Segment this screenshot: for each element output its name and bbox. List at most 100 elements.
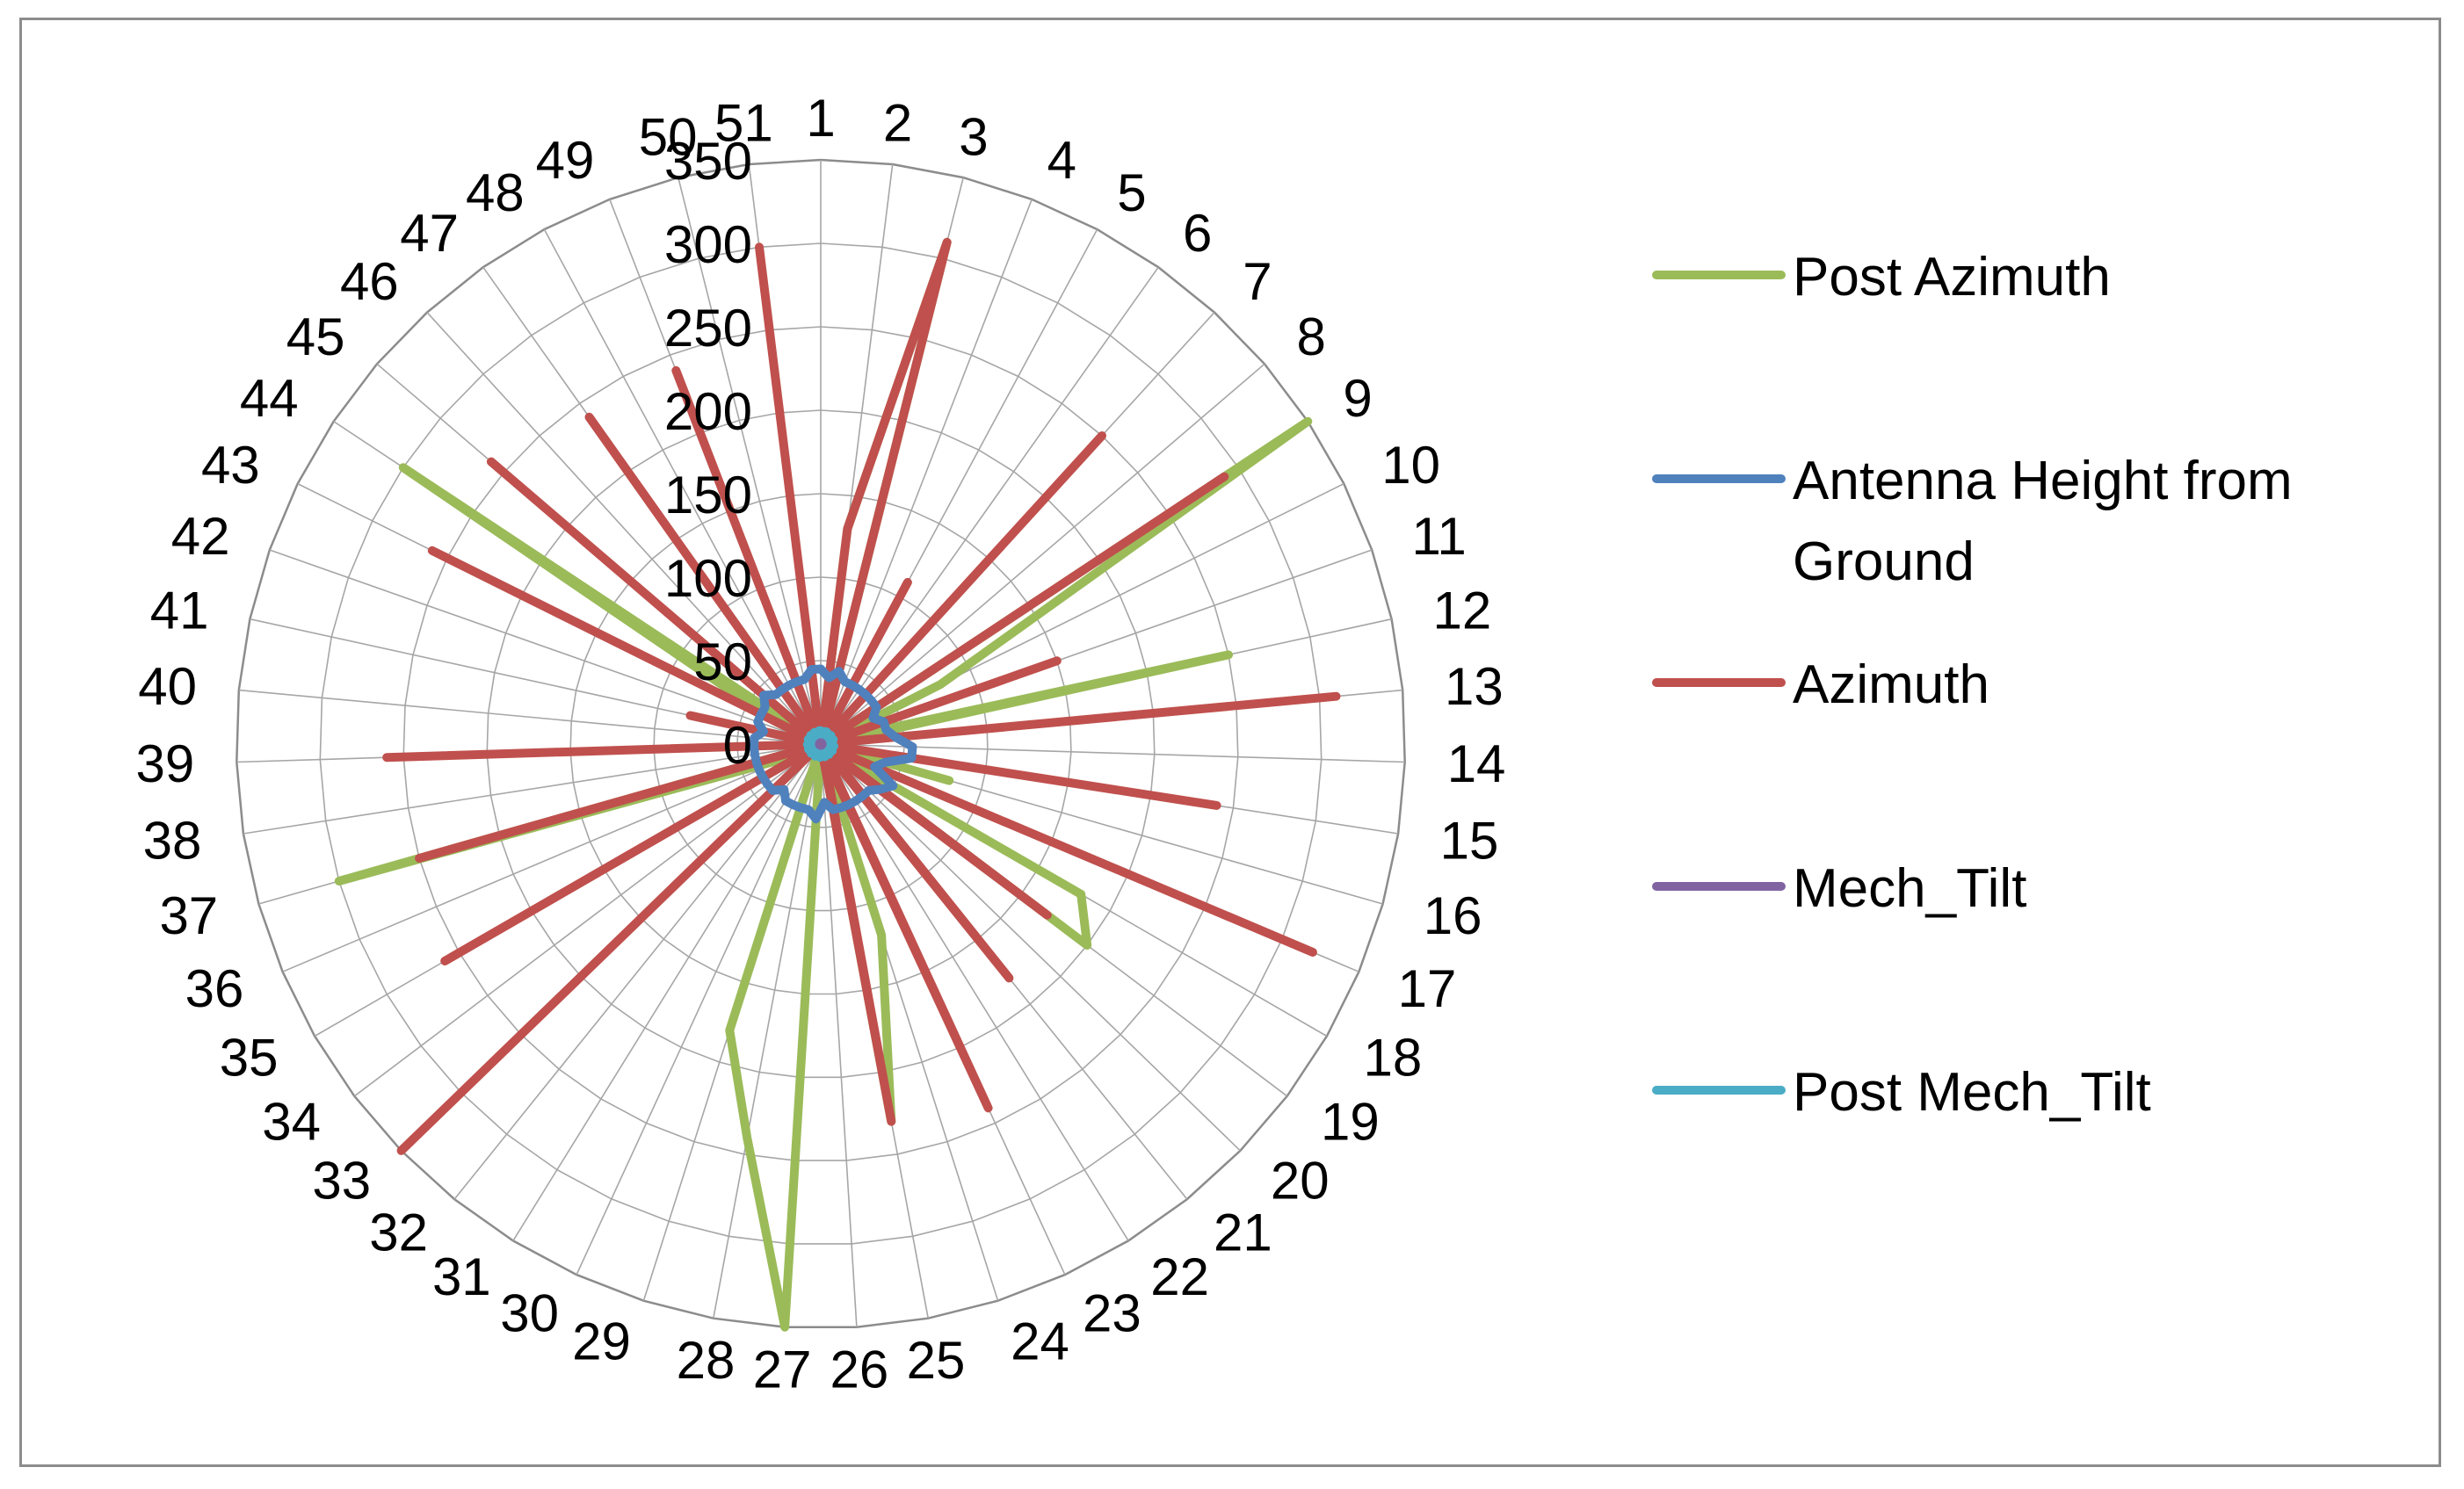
category-label: 24 (1011, 1312, 1069, 1370)
grid-spoke (353, 743, 822, 1097)
category-label: 45 (286, 307, 345, 366)
grid-spoke (576, 743, 822, 1276)
category-label: 51 (714, 93, 773, 152)
category-label: 6 (1183, 204, 1212, 263)
legend-label: Mech_Tilt (1793, 858, 2027, 919)
category-label: 40 (138, 657, 197, 716)
category-label: 18 (1364, 1029, 1423, 1088)
legend-item-antenna-height[interactable]: Antenna Height from Ground (1652, 441, 2390, 603)
legend-item-azimuth[interactable]: Azimuth (1652, 645, 2390, 726)
grid-ring (486, 409, 1156, 1079)
grid-spoke (238, 689, 822, 745)
category-label: 2 (883, 93, 912, 152)
category-label: 49 (536, 131, 595, 190)
category-label: 17 (1398, 959, 1457, 1018)
category-label: 26 (830, 1341, 889, 1399)
category-label: 27 (753, 1341, 812, 1399)
grid-spoke (820, 363, 1265, 745)
grid-spoke (243, 743, 822, 835)
category-label: 9 (1343, 369, 1372, 428)
grid-spoke (820, 199, 1033, 745)
category-label: 20 (1271, 1151, 1330, 1210)
category-label: 16 (1424, 886, 1482, 945)
radial-tick-label: 150 (664, 466, 752, 524)
category-label: 44 (240, 369, 299, 428)
category-label: 34 (262, 1093, 321, 1152)
category-label: 28 (677, 1331, 736, 1390)
category-label: 47 (400, 204, 459, 263)
category-label: 42 (171, 507, 230, 566)
category-label: 21 (1214, 1203, 1272, 1262)
radial-tick-label: 0 (723, 716, 752, 775)
legend-item-post-azimuth[interactable]: Post Azimuth (1652, 237, 2390, 318)
grid-spoke (820, 743, 1405, 763)
category-label: 13 (1445, 657, 1504, 716)
category-label: 3 (959, 108, 988, 167)
category-label: 37 (159, 886, 218, 945)
grid-spoke (820, 266, 1159, 745)
grid-spoke (512, 743, 822, 1241)
legend-label: Antenna Height from Ground (1793, 451, 2293, 592)
category-label: 39 (136, 734, 195, 793)
category-label: 50 (639, 108, 698, 167)
radial-tick-label: 350 (664, 132, 752, 191)
radial-tick-label: 200 (664, 382, 752, 441)
radial-tick-label: 50 (693, 632, 752, 691)
category-label: 1 (806, 89, 835, 148)
grid-spoke (453, 743, 822, 1200)
grid-spoke (426, 312, 822, 745)
legend-label: Azimuth (1793, 654, 1989, 715)
legend-item-mech-tilt[interactable]: Mech_Tilt (1652, 849, 2390, 929)
radial-tick-labels: 0 50 100 150 200 250 300 350 (664, 132, 752, 775)
category-label: 32 (369, 1203, 428, 1262)
category-label: 41 (150, 582, 209, 640)
grid-spoke (820, 743, 1129, 1241)
radial-tick-label: 250 (664, 299, 752, 358)
grid-spoke (820, 743, 1241, 1152)
radial-tick-label: 300 (664, 215, 752, 274)
legend-label: Post Mech_Tilt (1793, 1062, 2151, 1123)
category-label: 29 (572, 1312, 631, 1370)
category-label: 5 (1117, 163, 1146, 222)
series-line-post-mech-tilt (802, 726, 838, 763)
category-label: 23 (1083, 1284, 1141, 1343)
grid-ring (653, 576, 989, 912)
legend-label: Post Azimuth (1793, 247, 2111, 307)
category-label: 15 (1440, 811, 1499, 870)
category-label: 10 (1381, 436, 1440, 495)
grid-ring (236, 158, 1406, 1328)
chart-frame (19, 18, 2441, 1467)
category-label: 8 (1297, 307, 1326, 366)
category-label: 7 (1243, 252, 1272, 311)
category-label: 12 (1433, 582, 1492, 640)
category-label: 35 (220, 1029, 279, 1088)
category-label: 46 (340, 252, 399, 311)
legend-swatch (1652, 474, 1786, 483)
category-label: 38 (143, 811, 202, 870)
category-label: 43 (201, 436, 260, 495)
category-label: 30 (500, 1284, 559, 1343)
category-label: 33 (312, 1151, 371, 1210)
category-label: 11 (1412, 507, 1467, 566)
series-line-antenna-height-from-ground (750, 664, 917, 824)
category-label: 14 (1447, 734, 1506, 793)
grid-spoke (282, 743, 822, 972)
category-label: 25 (907, 1331, 966, 1390)
legend-swatch (1652, 882, 1786, 891)
legend-item-post-mech-tilt[interactable]: Post Mech_Tilt (1652, 1052, 2390, 1133)
grid-spoke (678, 177, 822, 745)
category-label: 36 (185, 959, 244, 1018)
radar-series (334, 237, 1341, 1332)
category-label: 31 (432, 1247, 491, 1306)
category-label: 22 (1150, 1247, 1209, 1306)
grid-ring (319, 242, 1323, 1245)
category-label: 4 (1047, 131, 1076, 190)
grid-spoke (820, 743, 858, 1327)
legend-swatch (1652, 271, 1786, 279)
category-label: 19 (1321, 1093, 1380, 1152)
grid-ring (402, 326, 1239, 1161)
legend-swatch (1652, 1086, 1786, 1095)
grid-spoke (543, 228, 822, 745)
radial-tick-label: 100 (664, 549, 752, 608)
